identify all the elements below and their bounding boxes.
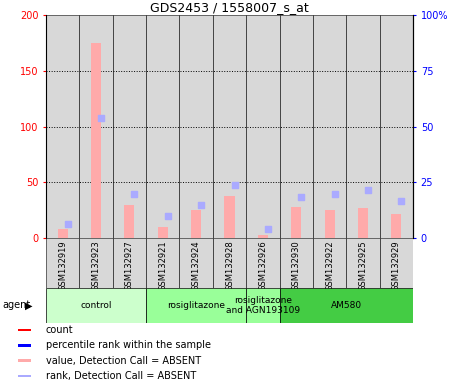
Point [297, 194, 305, 200]
Bar [291, 207, 301, 238]
Bar [313, 15, 347, 238]
Bar [258, 235, 268, 238]
Bar [380, 238, 413, 288]
Text: GSM132927: GSM132927 [125, 240, 134, 291]
Text: rosiglitazone: rosiglitazone [167, 301, 225, 310]
Text: GSM132926: GSM132926 [258, 240, 268, 291]
Bar [46, 238, 79, 288]
Bar [18, 344, 31, 347]
Bar [57, 229, 67, 238]
Bar [124, 205, 134, 238]
Bar [246, 15, 280, 238]
Text: GSM132925: GSM132925 [358, 240, 368, 291]
Text: GSM132923: GSM132923 [91, 240, 101, 291]
Bar [91, 43, 101, 238]
Bar [224, 196, 235, 238]
Text: ▶: ▶ [25, 300, 33, 310]
Bar [392, 214, 402, 238]
Bar [191, 210, 201, 238]
Point [97, 115, 105, 121]
Text: value, Detection Call = ABSENT: value, Detection Call = ABSENT [46, 356, 201, 366]
Point [131, 190, 138, 197]
Bar [347, 238, 380, 288]
Bar [213, 15, 246, 238]
Text: AM580: AM580 [331, 301, 362, 310]
Bar [146, 288, 246, 323]
Point [197, 202, 205, 208]
Point [64, 220, 71, 227]
Bar [325, 210, 335, 238]
Text: rank, Detection Call = ABSENT: rank, Detection Call = ABSENT [46, 371, 196, 381]
Bar [18, 359, 31, 362]
Text: agent: agent [2, 300, 31, 310]
Text: GSM132928: GSM132928 [225, 240, 234, 291]
Text: GSM132919: GSM132919 [58, 240, 67, 291]
Text: GSM132922: GSM132922 [325, 240, 334, 291]
Bar [313, 238, 347, 288]
Point [331, 190, 338, 197]
Bar [213, 238, 246, 288]
Bar [179, 15, 213, 238]
Bar [380, 15, 413, 238]
Bar [246, 238, 280, 288]
Bar [112, 238, 146, 288]
Point [398, 198, 405, 204]
Text: control: control [80, 301, 112, 310]
Text: GSM132924: GSM132924 [191, 240, 201, 291]
Text: percentile rank within the sample: percentile rank within the sample [46, 340, 211, 350]
Bar [280, 288, 413, 323]
Point [164, 213, 171, 219]
Bar [280, 15, 313, 238]
Bar [46, 15, 79, 238]
Bar [18, 375, 31, 377]
Bar [146, 238, 179, 288]
Text: GSM132921: GSM132921 [158, 240, 167, 291]
Text: GSM132929: GSM132929 [392, 240, 401, 291]
Title: GDS2453 / 1558007_s_at: GDS2453 / 1558007_s_at [150, 1, 309, 14]
Text: count: count [46, 325, 73, 335]
Bar [347, 15, 380, 238]
Bar [179, 238, 213, 288]
Bar [46, 288, 146, 323]
Point [264, 226, 272, 232]
Bar [79, 238, 112, 288]
Text: rosiglitazone
and AGN193109: rosiglitazone and AGN193109 [226, 296, 300, 315]
Bar [158, 227, 168, 238]
Bar [146, 15, 179, 238]
Bar [246, 288, 280, 323]
Point [231, 182, 238, 188]
Bar [358, 208, 368, 238]
Bar [18, 329, 31, 331]
Bar [280, 238, 313, 288]
Text: GSM132930: GSM132930 [292, 240, 301, 291]
Bar [112, 15, 146, 238]
Bar [79, 15, 112, 238]
Point [364, 187, 372, 193]
